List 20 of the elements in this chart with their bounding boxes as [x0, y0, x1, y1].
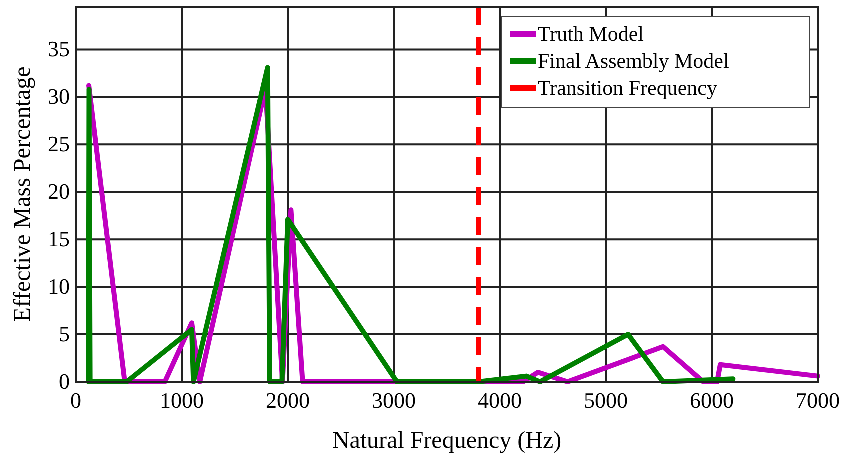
y-tick-label: 25 [48, 132, 70, 157]
y-axis-title: Effective Mass Percentage [10, 66, 36, 322]
y-tick-label: 0 [59, 369, 70, 394]
y-tick-label: 15 [48, 226, 70, 252]
x-axis-title: Natural Frequency (Hz) [332, 428, 562, 454]
y-tick-label: 30 [48, 84, 70, 110]
legend-label: Final Assembly Model [538, 49, 730, 73]
x-tick-label: 2000 [266, 388, 310, 413]
legend-label: Truth Model [538, 22, 644, 46]
x-tick-label: 7000 [796, 388, 840, 413]
y-tick-label: 10 [48, 274, 70, 300]
x-tick-label: 4000 [478, 388, 522, 413]
x-tick-label: 1000 [160, 388, 204, 413]
x-tick-label: 6000 [690, 388, 734, 413]
y-tick-label: 20 [48, 179, 70, 204]
x-tick-label: 3000 [372, 388, 416, 413]
ref-line-label: Transition Frequency [538, 76, 718, 100]
x-tick-label: 5000 [584, 388, 628, 413]
y-tick-label: 35 [48, 36, 70, 62]
y-tick-label: 5 [59, 322, 70, 347]
